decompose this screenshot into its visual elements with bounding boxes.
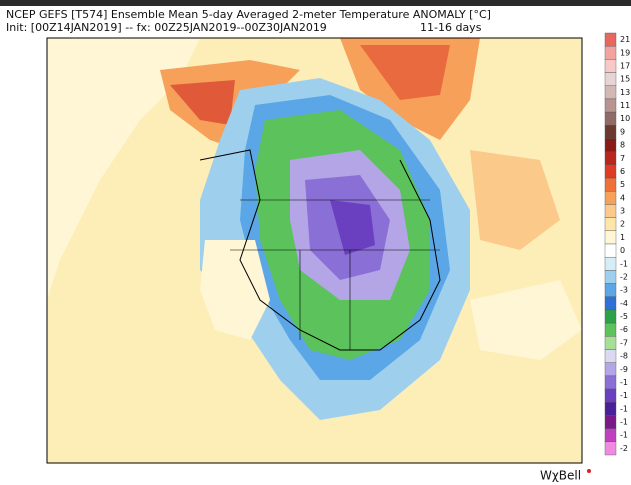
colorbar-swatch (604, 256, 617, 271)
colorbar-swatch (604, 217, 617, 232)
colorbar-swatch (604, 111, 617, 126)
colorbar-label: -1 (620, 378, 628, 387)
colorbar-swatch (604, 428, 617, 443)
colorbar-swatch (604, 296, 617, 311)
colorbar-swatch (604, 45, 617, 60)
colorbar-label: -5 (620, 312, 628, 321)
colorbar-swatch (604, 230, 617, 245)
colorbar-swatch (604, 138, 617, 152)
field (330, 200, 375, 255)
colorbar-swatch (604, 362, 617, 377)
colorbar-label: 17 (620, 61, 630, 70)
field (360, 45, 450, 100)
colorbar-label: 10 (620, 114, 630, 123)
colorbar-swatch (604, 415, 617, 429)
colorbar-label: -3 (620, 286, 628, 295)
colorbar-label: -8 (620, 352, 628, 361)
colorbar-swatch (604, 98, 617, 113)
top-strip (0, 0, 631, 6)
colorbar-label: 19 (620, 48, 630, 57)
title: NCEP GEFS [T574] Ensemble Mean 5-day Ave… (6, 8, 491, 21)
colorbar-label: 9 (620, 127, 625, 136)
field (470, 280, 582, 360)
logo-dot (587, 469, 591, 473)
colorbar-swatch (604, 309, 617, 324)
colorbar-swatch (604, 191, 617, 205)
map-frame (46, 37, 583, 464)
field (47, 38, 200, 300)
colorbar-label: -1 (620, 259, 628, 268)
colorbar-label: 11 (620, 101, 630, 110)
colorbar-swatch (604, 125, 617, 139)
colorbar-label: 1 (620, 233, 625, 242)
colorbar-swatch (604, 72, 617, 86)
colorbar-swatch (604, 388, 617, 403)
colorbar-swatch (604, 322, 617, 337)
colorbar-label: -4 (620, 299, 628, 308)
field (170, 80, 235, 125)
field (200, 240, 270, 340)
field (470, 150, 560, 250)
colorbar-swatch (604, 204, 617, 218)
colorbar-swatch (604, 349, 617, 363)
map (46, 37, 583, 464)
lead: 11-16 days (420, 21, 482, 34)
colorbar-label: 8 (620, 141, 625, 150)
colorbar-label: 21 (620, 35, 630, 44)
colorbar-label: -9 (620, 365, 628, 374)
colorbar-swatch (604, 151, 617, 166)
colorbar-label: 2 (620, 220, 625, 229)
colorbar-swatch (604, 270, 617, 284)
colorbar-label: -1 (620, 404, 628, 413)
coastline (199, 149, 441, 351)
colorbar-swatch (604, 375, 617, 390)
colorbar-swatch (604, 164, 617, 179)
colorbar-swatch (604, 32, 617, 47)
colorbar-label: 3 (620, 207, 625, 216)
colorbar-label: -1 (620, 431, 628, 440)
colorbar-label: -7 (620, 338, 628, 347)
colorbar-swatch (604, 283, 617, 297)
init: Init: [00Z14JAN2019] -- fx: 00Z25JAN2019… (6, 21, 327, 34)
colorbar-label: 5 (620, 180, 625, 189)
colorbar-label: -2 (620, 272, 628, 281)
colorbar-label: -2 (620, 444, 628, 453)
colorbar: 211917151311109876543210-1-2-3-4-5-6-7-8… (604, 32, 630, 456)
borders (230, 199, 440, 350)
colorbar-label: 4 (620, 193, 625, 202)
colorbar-label: 6 (620, 167, 625, 176)
colorbar-label: -6 (620, 325, 628, 334)
colorbar-label: 7 (620, 154, 625, 163)
colorbar-swatch (604, 177, 617, 192)
colorbar-label: 15 (620, 75, 630, 84)
colorbar-label: 13 (620, 88, 630, 97)
colorbar-swatch (604, 243, 617, 258)
logo: WχBell (540, 469, 581, 483)
colorbar-swatch (604, 85, 617, 100)
colorbar-swatch (604, 59, 617, 73)
colorbar-label: -1 (620, 418, 628, 427)
colorbar-swatch (604, 402, 617, 416)
colorbar-swatch (604, 336, 617, 350)
colorbar-swatch (604, 441, 617, 456)
colorbar-label: -1 (620, 391, 628, 400)
colorbar-label: 0 (620, 246, 625, 255)
